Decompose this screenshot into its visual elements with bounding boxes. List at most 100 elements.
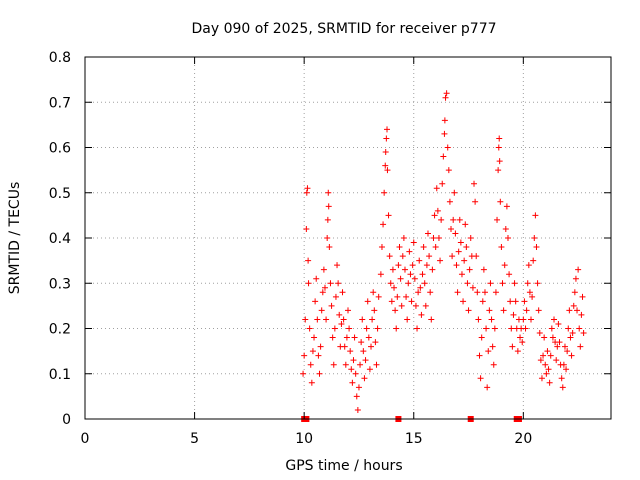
data-point xyxy=(465,307,472,314)
data-point xyxy=(458,271,465,278)
data-point xyxy=(503,203,510,210)
data-point xyxy=(327,280,334,287)
data-point xyxy=(418,311,425,318)
data-point xyxy=(461,257,468,264)
data-point xyxy=(432,244,439,251)
data-point xyxy=(574,307,581,314)
data-point xyxy=(440,153,447,160)
data-point xyxy=(517,334,524,341)
data-point xyxy=(558,375,565,382)
data-point xyxy=(429,266,436,273)
data-point xyxy=(474,289,481,296)
data-point xyxy=(431,212,438,219)
data-point xyxy=(324,235,331,241)
data-point xyxy=(521,298,528,305)
data-point xyxy=(405,280,412,287)
data-point xyxy=(543,370,550,377)
data-point xyxy=(324,216,331,223)
data-point xyxy=(437,257,444,264)
x-tick-label: 15 xyxy=(405,431,423,447)
data-point xyxy=(450,216,457,223)
data-point xyxy=(335,280,342,287)
data-point xyxy=(495,144,502,151)
data-point xyxy=(317,343,324,350)
data-point xyxy=(480,266,487,273)
data-point xyxy=(403,293,410,300)
data-point xyxy=(336,311,343,318)
data-point xyxy=(382,162,389,169)
data-point xyxy=(534,280,541,287)
data-point xyxy=(422,302,429,309)
data-point xyxy=(319,289,326,296)
data-point xyxy=(549,334,556,341)
data-point xyxy=(479,298,486,305)
data-point xyxy=(472,198,479,205)
data-point xyxy=(394,293,401,300)
data-point xyxy=(460,298,467,305)
data-point xyxy=(359,316,366,323)
data-point xyxy=(407,271,414,278)
data-point xyxy=(533,244,540,251)
data-point xyxy=(393,325,400,332)
data-point xyxy=(401,266,408,273)
data-point xyxy=(371,307,378,314)
data-point xyxy=(508,325,515,332)
data-point xyxy=(535,307,542,314)
data-point xyxy=(570,302,577,309)
data-point xyxy=(497,198,504,205)
y-tick-label: 0.2 xyxy=(49,322,71,338)
data-point xyxy=(362,357,369,364)
data-point xyxy=(305,257,312,264)
data-point xyxy=(441,130,448,137)
data-point xyxy=(483,325,490,332)
data-point xyxy=(348,366,355,373)
data-point xyxy=(361,375,368,382)
data-point xyxy=(304,185,311,192)
data-point xyxy=(396,244,403,251)
data-point xyxy=(457,239,464,246)
data-point xyxy=(530,257,537,264)
data-point xyxy=(363,325,370,332)
data-point xyxy=(355,384,362,391)
data-point xyxy=(522,325,529,332)
data-point xyxy=(525,262,532,269)
data-point xyxy=(435,235,442,241)
data-point xyxy=(477,375,484,382)
data-point xyxy=(428,316,435,323)
data-point xyxy=(338,320,345,327)
data-point xyxy=(565,325,572,332)
data-point xyxy=(387,280,394,287)
data-point xyxy=(577,343,584,350)
data-point xyxy=(350,357,357,364)
data-point xyxy=(385,212,392,219)
data-point xyxy=(438,216,445,223)
data-point xyxy=(496,135,503,142)
data-point xyxy=(463,244,470,251)
data-point xyxy=(501,262,508,269)
data-point xyxy=(313,275,320,282)
data-point xyxy=(341,343,348,350)
data-point xyxy=(330,361,337,368)
data-point xyxy=(471,180,478,187)
data-point xyxy=(412,302,419,309)
data-point xyxy=(531,235,538,241)
data-point xyxy=(314,316,321,323)
data-point xyxy=(384,126,391,133)
data-point xyxy=(406,248,413,255)
y-tick-label: 0.6 xyxy=(49,141,71,157)
data-point xyxy=(542,361,549,368)
data-point xyxy=(452,230,459,237)
data-point xyxy=(441,117,448,124)
data-point xyxy=(506,271,513,278)
data-point xyxy=(566,307,573,314)
data-point xyxy=(325,203,332,210)
data-point xyxy=(325,189,332,196)
data-point xyxy=(578,311,585,318)
data-point xyxy=(526,289,533,296)
data-point xyxy=(494,216,501,223)
data-point xyxy=(360,348,367,355)
ticks: 0 0.1 0.2 0.3 0.4 0.5 0.6 0.7 0.8 0 5 10 15 20 xyxy=(49,50,611,447)
data-point xyxy=(392,307,399,314)
data-point xyxy=(300,370,307,377)
data-point xyxy=(404,316,411,323)
